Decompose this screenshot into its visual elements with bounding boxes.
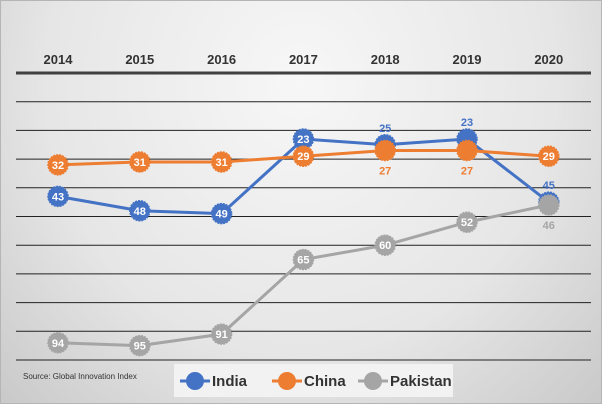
data-label-india: 25: [379, 123, 391, 135]
data-label-china: 31: [215, 157, 227, 169]
data-point-china: [129, 151, 151, 173]
data-label-pakistan: 65: [297, 255, 309, 267]
x-tick-label: 2017: [289, 52, 318, 67]
data-point-china: [47, 154, 69, 176]
data-label-pakistan: 95: [134, 341, 146, 353]
x-tick-label: 2015: [125, 52, 154, 67]
data-label-pakistan: 52: [461, 217, 473, 229]
data-label-pakistan: 94: [52, 338, 65, 350]
data-point-pakistan: [374, 234, 396, 256]
data-point-pakistan: [129, 334, 151, 357]
legend-marker-icon: [180, 372, 210, 390]
data-label-china: 32: [52, 160, 64, 172]
legend-label: Pakistan: [390, 372, 452, 390]
data-point-india: [129, 200, 151, 222]
legend: India China Pakistan: [174, 364, 453, 397]
legend-item-china: China: [272, 370, 346, 392]
data-point-china: [292, 145, 315, 167]
data-label-china: 29: [297, 151, 309, 163]
source-note: Source: Global Innovation Index: [23, 372, 137, 381]
data-label-pakistan: 60: [379, 240, 391, 252]
legend-item-pakistan: Pakistan: [358, 370, 452, 392]
legend-marker-icon: [272, 372, 302, 390]
data-point-india: [210, 202, 233, 225]
data-point-china: [538, 145, 560, 167]
data-point-pakistan: [456, 211, 478, 233]
data-point-china: [374, 139, 396, 162]
data-label-india: 23: [297, 134, 309, 146]
data-point-pakistan: [292, 248, 315, 271]
data-label-india: 48: [134, 206, 146, 218]
data-label-india: 49: [215, 209, 227, 221]
data-label-china: 29: [543, 151, 555, 163]
data-point-china: [456, 139, 478, 162]
data-point-china: [210, 151, 233, 173]
data-label-india: 45: [543, 180, 555, 192]
data-point-pakistan: [210, 323, 233, 345]
x-tick-label: 2020: [534, 52, 563, 67]
data-label-pakistan: 46: [543, 220, 555, 232]
legend-label: China: [304, 372, 346, 390]
x-tick-label: 2016: [207, 52, 236, 67]
data-label-china: 27: [461, 165, 473, 177]
data-label-pakistan: 91: [215, 329, 227, 341]
legend-marker-icon: [358, 372, 388, 390]
x-tick-label: 2014: [44, 52, 74, 67]
data-label-china: 27: [379, 165, 391, 177]
data-label-china: 31: [134, 157, 146, 169]
data-label-india: 43: [52, 191, 64, 203]
legend-label: India: [212, 372, 248, 390]
data-point-pakistan: [538, 194, 560, 216]
x-tick-label: 2019: [453, 52, 482, 67]
data-label-india: 23: [461, 117, 473, 129]
data-point-india: [47, 185, 69, 208]
x-tick-label: 2018: [371, 52, 400, 67]
legend-item-india: India: [180, 370, 247, 392]
data-point-pakistan: [47, 332, 69, 354]
